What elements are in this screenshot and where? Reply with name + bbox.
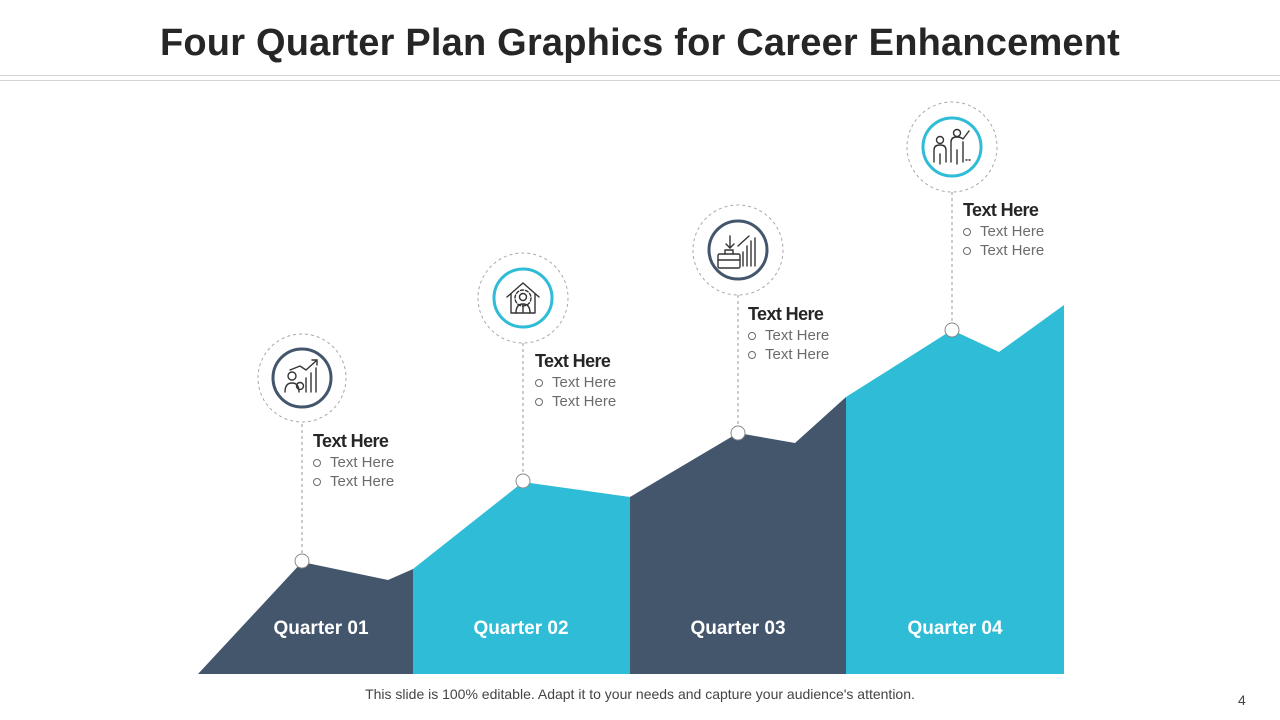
bullet-circle-icon xyxy=(963,246,971,255)
bullet-circle-icon xyxy=(963,227,971,236)
bullet-circle-icon xyxy=(535,397,543,406)
quarter-02-icon-badge xyxy=(477,252,569,344)
quarter-02-heading: Text Here xyxy=(535,351,611,371)
quarter-02-peak-marker xyxy=(515,473,531,489)
quarter-03-bullet: Text Here xyxy=(748,327,829,344)
quarter-03-segment xyxy=(630,397,846,674)
bullet-circle-icon xyxy=(313,458,321,467)
title-divider xyxy=(0,75,1280,81)
quarter-01-peak-marker xyxy=(294,553,310,569)
bullet-circle-icon xyxy=(313,477,321,486)
career-growth-chart-icon xyxy=(284,359,318,393)
quarter-01-heading: Text Here xyxy=(313,431,389,451)
footer-note: This slide is 100% editable. Adapt it to… xyxy=(365,686,915,702)
quarter-04-bullet: Text Here xyxy=(963,223,1044,240)
quarter-03-info: Text Here Text Here Text Here xyxy=(748,304,829,363)
slide-title: Four Quarter Plan Graphics for Career En… xyxy=(159,22,1121,64)
quarter-01-bullet: Text Here xyxy=(313,454,394,471)
quarter-04-peak-marker xyxy=(944,322,960,338)
quarter-04-segment xyxy=(846,305,1064,674)
quarter-04-icon-badge xyxy=(906,101,998,193)
quarter-03-heading: Text Here xyxy=(748,304,824,324)
briefcase-growth-icon xyxy=(717,235,756,269)
quarter-04-label: Quarter 04 xyxy=(907,618,1003,639)
bullet-circle-icon xyxy=(535,378,543,387)
quarter-04-info: Text Here Text Here Text Here xyxy=(963,200,1044,259)
quarter-01-bullet: Text Here xyxy=(313,473,394,490)
quarter-04-heading: Text Here xyxy=(963,200,1039,220)
quarter-03-icon-badge xyxy=(692,204,784,296)
quarter-01-icon-badge xyxy=(257,333,347,423)
quarter-02-info: Text Here Text Here Text Here xyxy=(535,351,616,410)
quarter-02-label: Quarter 02 xyxy=(473,618,569,639)
quarter-03-peak-marker xyxy=(730,425,746,441)
bullet-circle-icon xyxy=(748,350,756,359)
quarter-03-bullet: Text Here xyxy=(748,346,829,363)
quarter-01-label: Quarter 01 xyxy=(273,618,369,639)
quarter-04-bullet: Text Here xyxy=(963,242,1044,259)
quarter-03-label: Quarter 03 xyxy=(690,618,786,639)
employee-gear-house-icon xyxy=(506,282,540,314)
quarter-01-info: Text Here Text Here Text Here xyxy=(313,431,394,490)
quarter-02-segment xyxy=(413,482,630,674)
quarter-02-bullet: Text Here xyxy=(535,374,616,391)
page-number: 4 xyxy=(1238,692,1246,708)
mentor-presentation-icon xyxy=(933,128,971,165)
quarter-01-segment xyxy=(198,562,413,674)
quarter-02-bullet: Text Here xyxy=(535,393,616,410)
bullet-circle-icon xyxy=(748,331,756,340)
